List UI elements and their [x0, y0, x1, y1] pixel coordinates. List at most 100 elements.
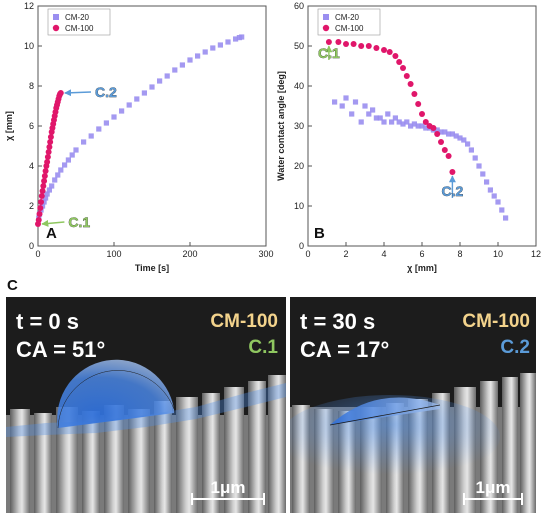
panel-b-point-cm-20	[438, 129, 444, 135]
panel-b-point-cm-100	[350, 41, 357, 47]
panel-a-point-cm-20	[233, 36, 239, 42]
panel-b-y-tick-label: 30	[294, 121, 304, 131]
panel-a-point-cm-100	[38, 199, 45, 205]
panel-b-legend: CM-20 CM-100	[317, 8, 381, 36]
panel-a-point-cm-20	[39, 203, 46, 209]
panel-a-y-tick-label: 8	[29, 81, 34, 91]
panel-b-point-cm-20	[503, 215, 509, 221]
panel-a-y-tick-label: 12	[24, 1, 34, 11]
panel-b-y-tick-label: 0	[299, 241, 304, 251]
panel-b-point-cm-20	[366, 111, 372, 117]
panel-c-letter: C	[7, 277, 18, 294]
panel-b-y-tick-label: 60	[294, 1, 304, 11]
panel-a-legend-box	[47, 8, 111, 36]
panel-a-point-cm-20	[43, 195, 49, 201]
panel-b-point-cm-20	[499, 207, 505, 213]
panel-b-point-cm-20	[362, 103, 368, 109]
photo-1-scale-bar: 1μm	[191, 478, 265, 505]
panel-b-point-cm-100	[373, 45, 380, 51]
panel-a-point-cm-20	[103, 120, 109, 126]
panel-b-point-cm-20	[461, 137, 467, 143]
panel-a-y-tick-label: 4	[29, 161, 34, 171]
panel-b-point-cm-100	[358, 43, 365, 49]
panel-a-x-tick-label: 0	[35, 249, 40, 259]
panel-b-letter: B	[314, 225, 325, 242]
droplet-2	[329, 397, 441, 426]
panel-b-point-cm-20	[495, 199, 501, 205]
panel-a-point-cm-20	[52, 177, 58, 183]
photo-2-contact-angle: CA = 17°	[300, 337, 389, 362]
panel-b-point-cm-20	[404, 119, 410, 125]
panel-b-point-cm-100	[386, 49, 393, 55]
panel-a-y-tick-label: 2	[29, 201, 34, 211]
panel-b-point-cm-100	[415, 101, 422, 107]
panel-a-point-cm-100	[57, 90, 64, 96]
panel-b-point-cm-20	[442, 129, 448, 135]
panel-a-frame	[37, 5, 267, 247]
panel-b-point-cm-20	[332, 99, 338, 105]
panel-a-point-cm-100	[35, 217, 42, 223]
photo-2-scale-label: 1μm	[476, 478, 511, 497]
panel-b-point-cm-100	[343, 41, 349, 47]
panel-a-annotation-c1: C.1	[41, 214, 91, 230]
panel-a-point-cm-20	[65, 157, 71, 163]
panel-a-point-cm-20	[217, 42, 223, 48]
panel-b-point-cm-20	[484, 179, 490, 185]
panel-b-point-cm-20	[423, 125, 429, 131]
panel-a-point-cm-100	[46, 144, 53, 150]
panel-a-annotation-arrow	[64, 89, 92, 97]
panel-b-point-cm-100	[407, 81, 414, 87]
photo-1-time: t = 0 s	[16, 309, 79, 334]
droplet-1	[57, 359, 175, 429]
panel-a-point-cm-100	[45, 149, 52, 155]
panel-b-point-cm-20	[411, 121, 417, 127]
panel-b-point-cm-20	[491, 193, 497, 199]
panel-a-plot-area	[37, 5, 267, 247]
panel-a-point-cm-100	[40, 183, 47, 189]
panel-b-point-cm-20	[339, 103, 345, 109]
panel-a-point-cm-20	[81, 139, 87, 145]
panel-b-legend-label: CM-20	[335, 13, 360, 22]
panel-b-legend-swatch	[323, 14, 329, 20]
panel-a-point-cm-100	[44, 154, 51, 160]
panel-a-point-cm-20	[141, 90, 147, 96]
panel-b-point-cm-20	[396, 119, 402, 125]
panel-a-annotation-c2: C.2	[64, 84, 117, 100]
panel-a-point-cm-20	[172, 67, 178, 73]
panel-a-point-cm-20	[126, 102, 132, 108]
panel-b-point-cm-20	[476, 163, 482, 169]
panel-a-point-cm-100	[47, 139, 54, 145]
panel-a-point-cm-20	[96, 126, 102, 132]
photo-2-scale-bar: 1μm	[463, 478, 523, 505]
panel-b-y-axis-title: Water contact angle [deg]	[276, 71, 286, 181]
panel-b-point-cm-100	[396, 59, 403, 65]
panel-a-point-cm-20	[69, 152, 75, 158]
panel-a-y-tick-label: 0	[29, 241, 34, 251]
panel-a-legend-label: CM-20	[65, 13, 90, 22]
panel-a-point-cm-100	[36, 211, 43, 217]
photo-1-point: C.1	[248, 337, 278, 358]
panel-b-point-cm-20	[408, 123, 414, 129]
panel-a-legend-swatch	[53, 14, 59, 20]
panel-b-annotation-label: C.1	[318, 45, 340, 61]
panel-b-point-cm-20	[415, 123, 421, 129]
panel-b-point-cm-100	[441, 147, 448, 153]
panel-b-chart: 0 2 4 6 8 10 12 0 10 20 30 40 50 60 χ [mm] Water contac…	[276, 1, 541, 273]
panel-a-point-cm-20	[134, 96, 140, 102]
panel-b-point-cm-100	[403, 73, 410, 79]
panel-a-point-cm-20	[202, 49, 208, 55]
panel-b-y-tick-label: 10	[294, 201, 304, 211]
panel-b-point-cm-20	[385, 111, 391, 117]
panel-a-y-tick-label: 6	[29, 121, 34, 131]
photo-2-sample: CM-100	[462, 311, 530, 332]
panel-a-point-cm-20	[119, 108, 125, 114]
panel-a-point-cm-20	[46, 187, 52, 193]
panel-a-point-cm-20	[149, 84, 155, 90]
photo-1-scale-label: 1μm	[211, 478, 246, 497]
panel-a-point-cm-100	[39, 188, 46, 194]
panel-b-point-cm-20	[465, 141, 471, 147]
panel-a-annotation-label: C.1	[68, 214, 90, 230]
panel-b-point-cm-20	[352, 99, 359, 105]
panel-b-x-tick-label: 12	[531, 249, 541, 259]
